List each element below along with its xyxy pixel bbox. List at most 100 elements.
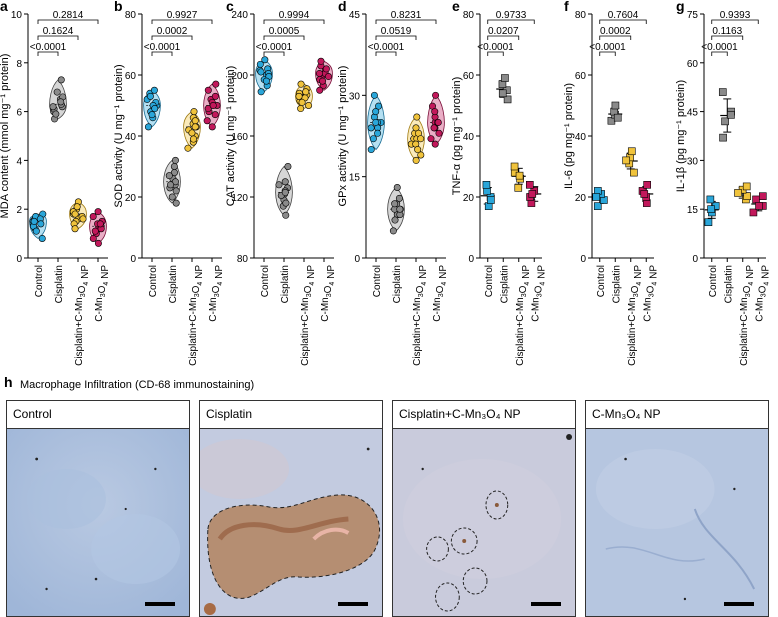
data-point xyxy=(640,190,649,198)
data-point xyxy=(412,156,420,164)
p-value-label: <0.0001 xyxy=(477,42,514,53)
y-tick-label: 160 xyxy=(231,132,248,143)
y-axis-label: GPx activity (U mg⁻¹ protein) xyxy=(337,66,349,207)
data-point xyxy=(372,118,380,126)
y-tick-label: 0 xyxy=(468,254,474,265)
x-tick-label: Cisplatin xyxy=(723,265,734,303)
data-point xyxy=(322,65,330,73)
x-tick-label: Control xyxy=(148,265,159,297)
data-point xyxy=(151,105,159,113)
y-tick-label: 0 xyxy=(580,254,586,265)
data-point xyxy=(482,181,491,189)
data-point xyxy=(627,147,636,156)
data-point xyxy=(91,227,99,235)
data-point xyxy=(146,92,154,100)
data-point xyxy=(593,202,602,210)
data-point xyxy=(37,220,45,228)
significance-bracket xyxy=(151,35,193,40)
significance-bracket xyxy=(599,19,647,24)
data-point xyxy=(211,92,219,100)
significance-bracket xyxy=(375,35,417,40)
data-point xyxy=(257,88,265,96)
data-point xyxy=(391,200,399,208)
data-point xyxy=(414,146,422,154)
data-point xyxy=(208,123,216,131)
y-tick-label: 75 xyxy=(687,10,699,21)
data-point xyxy=(89,234,97,242)
p-value-label: 0.0207 xyxy=(488,26,519,37)
data-point xyxy=(38,234,46,242)
data-point xyxy=(96,220,104,228)
y-tick-label: 0 xyxy=(354,254,360,265)
data-point xyxy=(430,124,438,132)
data-point xyxy=(144,123,152,131)
data-point xyxy=(319,77,327,85)
p-value-label: 0.0002 xyxy=(157,26,188,37)
data-point xyxy=(435,129,443,137)
y-tick-label: 200 xyxy=(231,71,248,82)
data-point xyxy=(170,163,178,171)
y-tick-label: 0 xyxy=(692,254,698,265)
micrograph-cmn3o4: C-Mn₃O₄ NP xyxy=(585,400,769,617)
tissue-image-control xyxy=(7,429,189,616)
x-tick-label: C-Mn3O4 NP xyxy=(208,265,225,322)
y-tick-label: 15 xyxy=(349,173,361,184)
data-point xyxy=(305,102,313,110)
y-tick-label: 80 xyxy=(125,10,137,21)
data-point xyxy=(395,194,403,202)
data-point xyxy=(71,225,79,233)
x-tick-label: C-Mn3O4 NP xyxy=(530,265,547,322)
y-axis-label: SOD activity (U mg⁻¹ protein) xyxy=(113,64,125,207)
x-tick-label: Control xyxy=(260,265,271,297)
x-tick-label: C-Mn3O4 NP xyxy=(432,265,449,322)
data-point xyxy=(71,210,79,218)
data-point xyxy=(211,111,219,119)
data-point xyxy=(503,95,512,104)
y-axis-label: IL-1β (pg mg⁻¹ protein) xyxy=(675,80,687,192)
data-point xyxy=(295,92,303,100)
micrograph-cisplatin-cmn3o4: Cisplatin+C-Mn₃O₄ NP xyxy=(392,400,576,617)
data-point xyxy=(57,98,65,106)
data-point xyxy=(498,89,507,98)
significance-bracket xyxy=(263,35,305,40)
y-tick-label: 10 xyxy=(11,10,23,21)
data-point xyxy=(284,163,292,171)
data-point xyxy=(282,199,290,207)
x-tick-label: C-Mn3O4 NP xyxy=(642,265,659,322)
y-tick-label: 8 xyxy=(16,59,22,70)
y-tick-label: 15 xyxy=(687,205,699,216)
data-point xyxy=(370,91,378,99)
data-point xyxy=(168,193,176,201)
y-tick-label: 0 xyxy=(130,254,136,265)
data-point xyxy=(212,80,220,88)
data-point xyxy=(431,140,439,148)
panel-letter-d: d xyxy=(338,0,347,14)
micrograph-label: Control xyxy=(7,401,189,429)
p-value-label: <0.0001 xyxy=(144,42,181,53)
data-point xyxy=(734,189,742,197)
data-point xyxy=(204,86,212,94)
p-value-label: <0.0001 xyxy=(701,42,738,53)
significance-bracket xyxy=(711,35,744,40)
data-point xyxy=(417,135,425,143)
p-value-label: <0.0001 xyxy=(589,42,626,53)
significance-bracket xyxy=(375,19,437,24)
significance-bracket xyxy=(263,51,285,56)
data-point xyxy=(755,202,763,210)
micrograph-control: Control xyxy=(6,400,190,617)
x-tick-label: Cisplatin+C-Mn3O4 NP xyxy=(74,265,91,366)
data-point xyxy=(704,218,713,227)
scale-bar xyxy=(338,602,368,606)
x-tick-label: Cisplatin xyxy=(499,265,510,303)
significance-bracket xyxy=(599,35,632,40)
data-point xyxy=(417,151,425,159)
data-point xyxy=(172,199,180,207)
data-point xyxy=(30,217,38,225)
y-tick-label: 80 xyxy=(463,10,475,21)
data-point xyxy=(413,113,421,121)
data-point xyxy=(167,181,175,189)
significance-bracket xyxy=(151,19,213,24)
data-point xyxy=(515,171,524,180)
data-point xyxy=(510,162,519,171)
y-tick-label: 20 xyxy=(463,193,475,204)
